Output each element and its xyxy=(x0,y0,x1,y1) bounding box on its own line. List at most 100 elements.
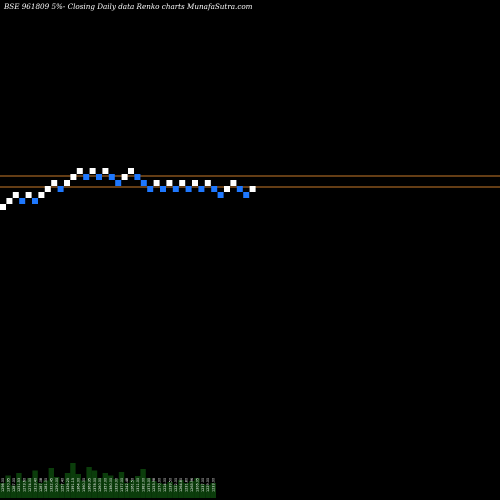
renko-brick-up xyxy=(89,168,96,174)
volume-bar xyxy=(151,481,157,498)
volume-label: 1382.00 xyxy=(141,478,145,492)
renko-brick-up xyxy=(12,192,19,198)
renko-brick-up xyxy=(128,168,134,174)
volume-label: 1370.95 xyxy=(6,478,10,492)
volume-label: 1391.15 xyxy=(71,478,75,492)
renko-brick-down xyxy=(236,186,243,192)
volume-label: 1357.00 xyxy=(104,478,108,492)
volume-bar xyxy=(32,470,38,498)
renko-brick-up xyxy=(204,180,211,186)
volume-label: 1313.40 xyxy=(33,478,37,492)
volume-bar xyxy=(189,481,195,498)
renko-brick-down xyxy=(147,186,154,192)
volume-bar xyxy=(16,473,22,498)
volume-label: 1233.00 xyxy=(212,478,216,492)
volume-bar xyxy=(167,482,173,498)
volume-label: 1251.53 xyxy=(17,478,21,492)
renko-brick-down xyxy=(115,180,122,186)
renko-brick-up xyxy=(102,168,109,174)
volume-bar xyxy=(59,484,65,498)
renko-brick-up xyxy=(70,174,77,180)
volume-bar xyxy=(37,483,44,498)
volume-bar xyxy=(210,483,216,498)
volume-label: 1377.00 xyxy=(120,478,124,492)
renko-brick-up xyxy=(179,180,186,186)
volume-bar xyxy=(48,468,54,498)
renko-brick-up xyxy=(121,174,128,180)
volume-label: 1378.00 xyxy=(93,478,97,492)
volume-label: 1369.35 xyxy=(87,478,91,492)
volume-label: 1222.00 xyxy=(174,478,178,492)
renko-brick-down xyxy=(83,174,90,180)
renko-brick-up xyxy=(249,186,256,192)
volume-bar xyxy=(10,485,17,498)
volume-label: 1274.00 xyxy=(28,478,32,492)
renko-brick-down xyxy=(96,174,102,180)
volume-label: 1298.00 xyxy=(1,478,5,492)
renko-brick-up xyxy=(25,192,32,198)
volume-bar xyxy=(21,480,27,498)
renko-brick-up xyxy=(64,180,70,186)
volume-label: 1329.00 xyxy=(114,478,118,492)
volume-label: 1375.00 xyxy=(147,478,151,492)
renko-brick-up xyxy=(153,180,160,186)
volume-bar xyxy=(205,485,211,498)
volume-bar xyxy=(108,475,114,498)
volume-bar xyxy=(178,480,184,498)
volume-bar xyxy=(113,479,119,498)
renko-bricks xyxy=(0,168,256,210)
volume-label: 1287.00 xyxy=(12,478,16,492)
volume-bar xyxy=(162,484,168,498)
renko-brick-up xyxy=(6,198,13,204)
renko-brick-up xyxy=(76,168,83,174)
renko-brick-up xyxy=(230,180,237,186)
volume-bar xyxy=(129,480,135,498)
renko-brick-down xyxy=(198,186,205,192)
volume-label: 1322.45 xyxy=(50,478,54,492)
volume-bar xyxy=(140,469,146,498)
renko-brick-down xyxy=(243,192,250,198)
volume-bar xyxy=(156,483,162,498)
volume-bar xyxy=(97,478,103,498)
volume-label: 1260.00 xyxy=(98,478,102,492)
volume-label: 1257.40 xyxy=(60,478,64,492)
volume-bar xyxy=(183,483,189,498)
volume-label: 1253.98 xyxy=(152,478,156,492)
renko-brick-up xyxy=(44,186,51,192)
volume-bar xyxy=(91,470,98,498)
volume-bar xyxy=(135,476,141,498)
volume-label: 1229.00 xyxy=(206,478,210,492)
volume-bar xyxy=(102,473,108,498)
renko-brick-down xyxy=(32,198,38,204)
renko-brick-down xyxy=(217,192,224,198)
volume-bar xyxy=(54,477,60,498)
volume-label: 1287.08 xyxy=(39,478,43,492)
renko-brick-up xyxy=(51,180,58,186)
volume-bar xyxy=(43,480,49,498)
renko-brick-up xyxy=(0,204,6,210)
renko-brick-up xyxy=(166,180,173,186)
volume-bar xyxy=(86,467,92,498)
volume-bar xyxy=(81,480,87,498)
volume-area xyxy=(0,463,216,498)
volume-label: 1224.00 xyxy=(163,478,167,492)
volume-label: 1231.80 xyxy=(185,478,189,492)
volume-bar xyxy=(118,472,125,498)
volume-label: 1273.60 xyxy=(23,478,27,492)
volume-bar xyxy=(199,484,206,498)
volume-bar xyxy=(172,485,179,498)
volume-label: 1360.00 xyxy=(82,478,86,492)
renko-brick-down xyxy=(185,186,192,192)
volume-bar xyxy=(75,474,81,498)
volume-bar xyxy=(64,473,71,498)
volume-bar xyxy=(124,483,130,498)
volume-label: 1311.00 xyxy=(136,478,140,492)
volume-bar xyxy=(0,483,6,498)
renko-brick-down xyxy=(108,174,115,180)
volume-label: 1281.00 xyxy=(44,478,48,492)
renko-brick-up xyxy=(224,186,230,192)
volume-label: 1242.48 xyxy=(125,478,129,492)
renko-brick-down xyxy=(19,198,26,204)
volume-bar xyxy=(27,478,33,498)
